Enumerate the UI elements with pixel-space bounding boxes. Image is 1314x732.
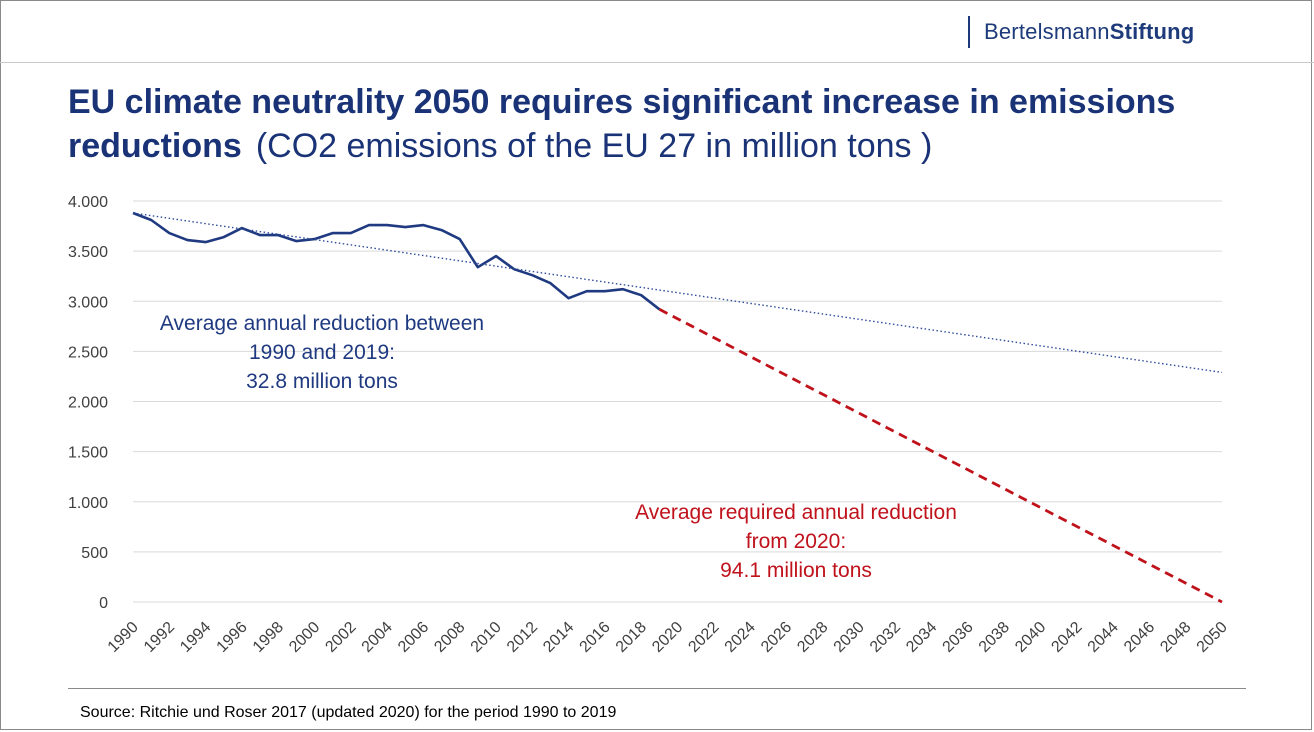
y-tick-label: 1.500 [68, 445, 108, 462]
logo-text-bold: Stiftung [1109, 19, 1195, 44]
annotation-1-line: 1990 and 2019: [249, 341, 395, 364]
x-tick-label: 2034 [903, 619, 940, 656]
footer-divider [68, 688, 1246, 689]
annotations: Average annual reduction between 1990 and… [160, 312, 957, 582]
annotation-1-line: 32.8 million tons [246, 370, 398, 393]
x-tick-label: 2028 [794, 619, 831, 656]
x-tick-label: 2006 [395, 619, 432, 656]
x-tick-label: 2018 [613, 619, 650, 656]
annotation-2-line: from 2020: [746, 530, 846, 553]
bertelsmann-stiftung-logo: Bertelsmann Stiftung [968, 16, 1194, 48]
x-tick-label: 1994 [177, 619, 214, 656]
x-tick-label: 2004 [359, 619, 396, 656]
y-axis-ticks: 0 500 1.000 1.500 2.000 2.500 3.000 3.500 4.000 [68, 194, 108, 612]
x-tick-label: 2010 [468, 619, 505, 656]
x-tick-label: 2044 [1085, 619, 1122, 656]
x-tick-label: 2000 [286, 619, 323, 656]
x-tick-label: 2024 [722, 619, 759, 656]
x-tick-label: 2016 [577, 619, 614, 656]
page-title: EU climate neutrality 2050 requires sign… [68, 80, 1288, 168]
y-tick-label: 4.000 [68, 194, 108, 211]
x-axis-ticks: 1990 1992 1994 1996 1998 2000 2002 2004 2006 2008… [105, 619, 1231, 656]
x-tick-label: 1996 [214, 619, 251, 656]
x-tick-label: 2046 [1121, 619, 1158, 656]
y-tick-label: 2.000 [68, 395, 108, 412]
series-lines [132, 211, 1223, 604]
x-tick-label: 2032 [867, 619, 904, 656]
source-note: Source: Ritchie und Roser 2017 (updated … [80, 704, 617, 721]
x-tick-label: 1990 [105, 619, 142, 656]
y-tick-label: 3.500 [68, 244, 108, 261]
gridlines [133, 200, 1222, 603]
annotation-2-line: Average required annual reduction [635, 501, 957, 524]
title-main: EU climate neutrality 2050 requires sign… [68, 83, 1176, 165]
x-tick-label: 1998 [250, 619, 287, 656]
trend-line [132, 212, 1223, 374]
emissions-chart: 05001.0001.5002.0002.5003.0003.5004.000 … [68, 194, 1231, 656]
annotation-2-line: 94.1 million tons [720, 559, 872, 582]
header-divider [0, 62, 1314, 63]
logo-text-light: Bertelsmann [984, 19, 1110, 44]
required-reduction-line [658, 308, 1223, 604]
annotation-1-line: Average annual reduction between [160, 312, 484, 335]
x-tick-label: 2038 [976, 619, 1013, 656]
x-tick-label: 2014 [540, 619, 577, 656]
x-tick-label: 2040 [1012, 619, 1049, 656]
x-tick-label: 2026 [758, 619, 795, 656]
x-tick-label: 2030 [831, 619, 868, 656]
x-tick-label: 2042 [1048, 619, 1085, 656]
x-tick-label: 2048 [1157, 619, 1194, 656]
x-tick-label: 2050 [1194, 619, 1231, 656]
y-tick-label: 500 [81, 545, 108, 562]
y-tick-label: 0 [99, 595, 108, 612]
x-tick-label: 2002 [322, 619, 359, 656]
historical-emissions-line [132, 211, 661, 311]
x-tick-label: 2020 [649, 619, 686, 656]
y-tick-label: 2.500 [68, 344, 108, 361]
x-tick-label: 2022 [685, 619, 722, 656]
x-tick-label: 2036 [940, 619, 977, 656]
y-tick-label: 1.000 [68, 495, 108, 512]
x-tick-label: 2012 [504, 619, 541, 656]
y-tick-label: 3.000 [68, 294, 108, 311]
x-tick-label: 2008 [431, 619, 468, 656]
title-subtitle: (CO2 emissions of the EU 27 in million t… [255, 127, 933, 165]
x-tick-label: 1992 [141, 619, 178, 656]
